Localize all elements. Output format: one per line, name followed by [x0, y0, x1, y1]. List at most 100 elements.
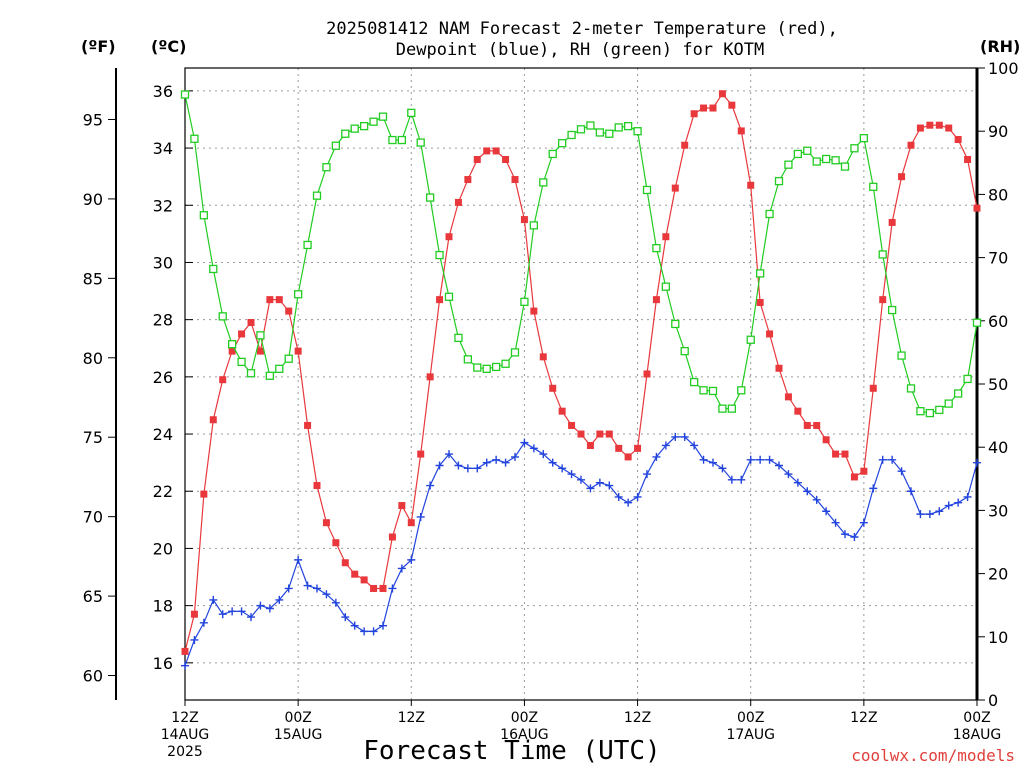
rh-point	[831, 156, 840, 165]
temperature-point	[398, 502, 406, 510]
temperature-point	[285, 307, 293, 315]
rh-point	[850, 144, 859, 153]
credit-text: coolwx.com/models	[851, 746, 1015, 765]
temperature-point	[841, 450, 849, 458]
rh-point	[501, 359, 510, 368]
rh-point	[227, 340, 237, 349]
rh-point	[435, 250, 444, 260]
rh-point	[699, 386, 708, 395]
dewpoint-point	[746, 455, 755, 464]
x-tick-label: 00Z	[737, 710, 764, 726]
dewpoint-point	[511, 452, 519, 461]
dewpoint-point	[878, 455, 887, 464]
dewpoint-point	[803, 487, 812, 496]
dewpoint-point	[501, 458, 510, 467]
x-tick-label: 14AUG	[161, 727, 210, 743]
rh-point	[293, 290, 303, 299]
rh-point	[237, 357, 246, 367]
rh-point	[689, 377, 699, 387]
temperature-point	[445, 233, 453, 241]
dewpoint-point	[426, 481, 435, 490]
dewpoint-point	[520, 438, 529, 447]
rh-point	[397, 135, 407, 145]
temperature-point	[709, 104, 717, 112]
rh-point	[614, 123, 623, 132]
rh-point	[595, 128, 605, 137]
fahrenheit-tick-label: 95	[83, 110, 103, 129]
temperature-line	[184, 92, 978, 652]
dewpoint-point	[482, 458, 491, 467]
temperature-point	[247, 319, 255, 327]
dewpoint-point	[888, 455, 897, 464]
dewpoint-point	[284, 584, 293, 593]
dewpoint-point	[718, 464, 727, 473]
dewpoint-point	[624, 498, 633, 507]
dewpoint-point	[784, 470, 793, 479]
temperature-point	[238, 330, 246, 338]
dewpoint-point	[539, 450, 548, 459]
rh-tick-label: 40	[988, 438, 1008, 457]
dewpoint-point	[595, 478, 604, 487]
dewpoint-point	[454, 461, 463, 470]
dewpoint-point	[775, 461, 783, 470]
rh-point	[897, 351, 906, 360]
grid-lines	[184, 68, 978, 700]
dewpoint-point	[379, 621, 387, 630]
temperature-point	[822, 436, 830, 444]
rh-point	[539, 178, 548, 187]
dewpoint-point	[265, 604, 274, 613]
celsius-tick-label: 20	[153, 539, 173, 558]
rh-point	[944, 399, 953, 408]
dewpoint-point	[643, 470, 651, 479]
temperature-point	[379, 584, 387, 592]
temperature-point	[530, 307, 538, 315]
rh-point	[840, 162, 850, 171]
dewpoint-point	[567, 470, 576, 479]
rh-tick-label: 70	[988, 249, 1008, 268]
temperature-point	[935, 121, 943, 129]
temperature-point	[492, 147, 500, 155]
temperature-point	[690, 110, 698, 118]
rh-point	[963, 374, 972, 384]
dewpoint-point	[435, 461, 444, 470]
temperature-point	[464, 176, 472, 184]
temperature-point	[926, 121, 934, 129]
rh-point	[623, 121, 633, 131]
rh-point	[661, 282, 671, 291]
rh-point	[369, 117, 378, 126]
celsius-tick-label: 16	[153, 654, 173, 673]
rh-point	[718, 404, 727, 413]
x-tick-label: 12Z	[850, 710, 877, 726]
temperature-point	[275, 296, 283, 304]
temperature-point	[586, 441, 594, 449]
rh-point	[548, 149, 557, 159]
rh-point	[473, 363, 482, 372]
dewpoint-point	[737, 475, 746, 484]
rh-point	[878, 250, 887, 259]
rh-point	[331, 141, 341, 150]
rh-point	[359, 121, 369, 131]
dewpoint-point	[445, 450, 453, 459]
temperature-point	[304, 421, 312, 429]
x-tick-label: 00Z	[284, 710, 311, 726]
fahrenheit-unit-label: (ºF)	[81, 37, 116, 56]
rh-point	[953, 389, 963, 398]
dewpoint-point	[181, 661, 189, 670]
temperature-point	[426, 373, 434, 381]
dewpoint-point	[256, 601, 265, 610]
x-tick-label: 16AUG	[500, 727, 549, 743]
dewpoint-line	[184, 436, 978, 666]
rh-point	[671, 319, 680, 329]
rh-series	[180, 90, 982, 418]
dewpoint-point	[247, 613, 255, 622]
dewpoint-point	[416, 512, 425, 521]
x-tick-label: 18AUG	[953, 727, 1002, 743]
temperature-point	[907, 141, 915, 149]
dewpoint-point	[313, 584, 321, 593]
dewpoint-point	[944, 501, 953, 510]
temperature-point	[341, 559, 349, 567]
dewpoint-point	[756, 455, 765, 464]
dewpoint-point	[897, 467, 906, 476]
dewpoint-point	[841, 530, 849, 539]
rh-point	[972, 318, 982, 327]
